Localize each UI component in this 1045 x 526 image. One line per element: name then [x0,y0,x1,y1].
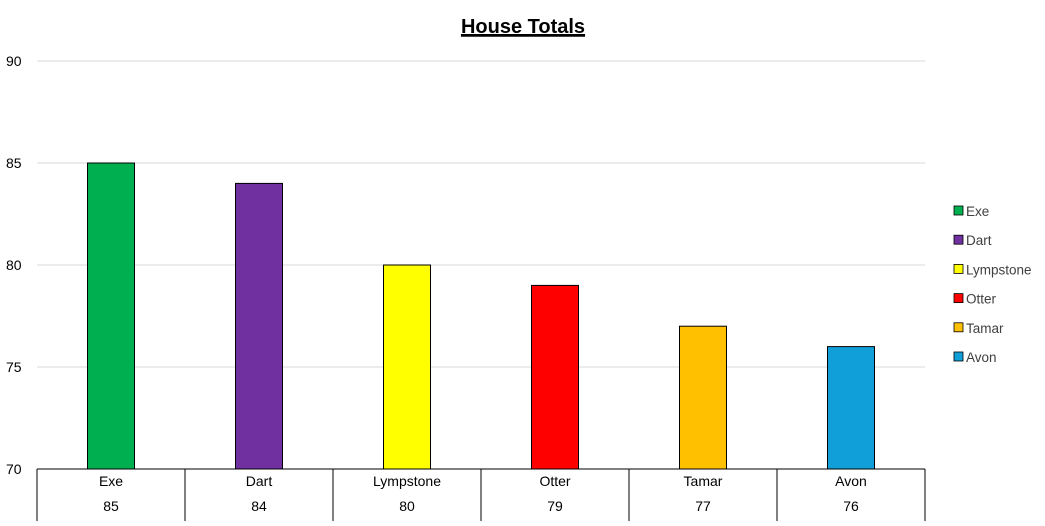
legend: Exe Dart Lympstone Otter Tamar Avon [953,204,1032,365]
bar-tamar [679,325,727,470]
legend-label-tamar: Tamar [966,321,1004,336]
bar-dart [235,182,283,470]
category-label-lympstone: Lympstone [373,473,441,489]
gridlines [37,60,925,368]
category-label-avon: Avon [835,473,867,489]
category-label-tamar: Tamar [684,473,723,489]
category-label-dart: Dart [246,473,273,489]
bar-avon [827,346,875,470]
y-tick-label: 90 [6,53,22,69]
bars [87,162,875,470]
value-label-exe: 85 [103,498,119,514]
legend-label-dart: Dart [966,233,992,248]
y-tick-label: 85 [6,155,22,171]
legend-swatch-dart [953,234,964,245]
chart-title: House Totals [461,16,585,38]
legend-swatch-avon [953,351,964,362]
legend-label-avon: Avon [966,350,997,365]
value-label-otter: 79 [547,498,563,514]
y-tick-label: 75 [6,359,22,375]
legend-label-otter: Otter [966,292,997,307]
value-label-dart: 84 [251,498,267,514]
bar-exe [87,162,135,470]
legend-label-exe: Exe [966,204,989,219]
legend-swatch-tamar [953,322,964,333]
value-label-lympstone: 80 [399,498,415,514]
category-label-exe: Exe [99,473,123,489]
value-label-avon: 76 [843,498,859,514]
legend-swatch-otter [953,293,964,304]
legend-swatch-lympstone [953,263,964,274]
y-axis-ticks: 70 75 80 85 90 [6,53,22,477]
legend-swatch-exe [953,205,964,216]
bar-lympstone [383,264,431,470]
bar-otter [531,284,579,470]
data-table: Exe 85 Dart 84 Lympstone 80 Otter 79 Tamar 77 Avon… [36,469,926,521]
legend-label-lympstone: Lympstone [966,262,1032,277]
category-label-otter: Otter [539,473,570,489]
y-tick-label: 80 [6,257,22,273]
y-tick-label: 70 [6,461,22,477]
value-label-tamar: 77 [695,498,711,514]
